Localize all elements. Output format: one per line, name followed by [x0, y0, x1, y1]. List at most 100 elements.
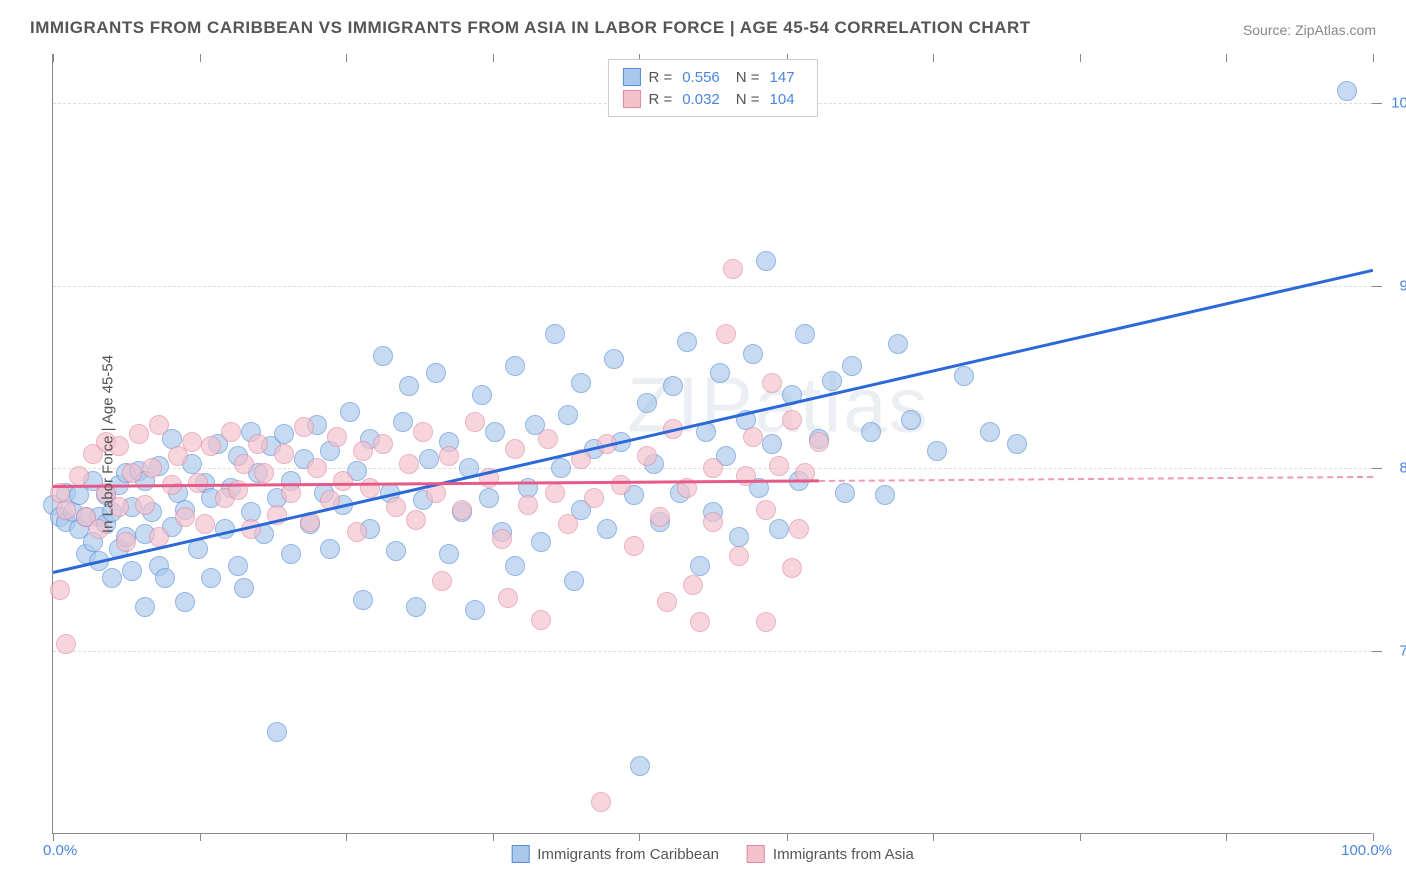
data-point [690, 612, 710, 632]
data-point [102, 568, 122, 588]
data-point [50, 580, 70, 600]
data-point [281, 544, 301, 564]
data-point [782, 410, 802, 430]
x-tick [787, 833, 788, 841]
data-point [756, 251, 776, 271]
data-point [835, 483, 855, 503]
data-point [650, 507, 670, 527]
data-point [505, 356, 525, 376]
data-point [657, 592, 677, 612]
data-point [56, 634, 76, 654]
x-tick [493, 833, 494, 841]
data-point [1337, 81, 1357, 101]
data-point [729, 546, 749, 566]
data-point [142, 458, 162, 478]
data-point [149, 415, 169, 435]
trend-line-dashed [819, 476, 1373, 482]
r-label: R = [648, 91, 672, 108]
scatter-plot: ZIPatlas 77.5%85.0%92.5%100.0% In Labor … [52, 54, 1372, 834]
data-point [426, 363, 446, 383]
data-point [129, 424, 149, 444]
data-point [155, 568, 175, 588]
data-point [637, 446, 657, 466]
data-point [604, 349, 624, 369]
data-point [677, 332, 697, 352]
correlation-legend: R = 0.556 N = 147 R = 0.032 N = 104 [607, 59, 817, 117]
y-tick [1372, 468, 1382, 469]
data-point [439, 544, 459, 564]
data-point [465, 600, 485, 620]
data-point [373, 346, 393, 366]
y-tick-label: 85.0% [1399, 460, 1406, 477]
data-point [175, 592, 195, 612]
x-tick [1226, 833, 1227, 841]
x-tick [1373, 54, 1374, 62]
data-point [360, 478, 380, 498]
data-point [538, 429, 558, 449]
x-axis-min-label: 0.0% [43, 842, 77, 859]
data-point [347, 522, 367, 542]
swatch-asia [747, 845, 765, 863]
data-point [413, 422, 433, 442]
data-point [340, 402, 360, 422]
data-point [611, 475, 631, 495]
data-point [116, 532, 136, 552]
data-point [518, 495, 538, 515]
data-point [333, 471, 353, 491]
data-point [683, 575, 703, 595]
data-point [690, 556, 710, 576]
data-point [492, 529, 512, 549]
data-point [307, 458, 327, 478]
x-tick [933, 54, 934, 62]
data-point [545, 483, 565, 503]
x-tick [200, 54, 201, 62]
data-point [452, 500, 472, 520]
data-point [564, 571, 584, 591]
data-point [472, 385, 492, 405]
data-point [221, 422, 241, 442]
data-point [809, 432, 829, 452]
data-point [182, 432, 202, 452]
data-point [419, 449, 439, 469]
n-value-asia: 104 [770, 91, 795, 108]
swatch-asia [622, 90, 640, 108]
data-point [558, 405, 578, 425]
data-point [234, 454, 254, 474]
data-point [485, 422, 505, 442]
data-point [399, 376, 419, 396]
y-tick [1372, 103, 1382, 104]
x-tick [1080, 54, 1081, 62]
x-tick [933, 833, 934, 841]
x-tick [1226, 54, 1227, 62]
data-point [901, 410, 921, 430]
y-tick-label: 77.5% [1399, 643, 1406, 660]
x-tick [346, 54, 347, 62]
data-point [274, 424, 294, 444]
data-point [1007, 434, 1027, 454]
data-point [551, 458, 571, 478]
legend-row-asia: R = 0.032 N = 104 [622, 88, 802, 110]
data-point [267, 722, 287, 742]
x-tick [200, 833, 201, 841]
n-label: N = [736, 69, 760, 86]
data-point [439, 446, 459, 466]
x-tick [346, 833, 347, 841]
data-point [531, 532, 551, 552]
data-point [980, 422, 1000, 442]
data-point [624, 536, 644, 556]
legend-row-caribbean: R = 0.556 N = 147 [622, 66, 802, 88]
data-point [842, 356, 862, 376]
data-point [795, 324, 815, 344]
n-label: N = [736, 91, 760, 108]
x-axis-max-label: 100.0% [1341, 842, 1392, 859]
source-label: Source: ZipAtlas.com [1243, 22, 1376, 38]
r-value-asia: 0.032 [682, 91, 720, 108]
data-point [406, 510, 426, 530]
data-point [703, 512, 723, 532]
data-point [505, 439, 525, 459]
data-point [630, 756, 650, 776]
data-point [822, 371, 842, 391]
y-tick-label: 100.0% [1391, 94, 1406, 111]
data-point [353, 590, 373, 610]
r-label: R = [648, 69, 672, 86]
